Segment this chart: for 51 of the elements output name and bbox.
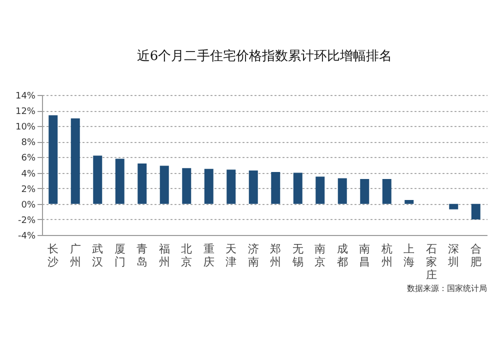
bar xyxy=(271,172,280,204)
bar xyxy=(226,170,236,204)
x-tick-label: 重庆 xyxy=(203,242,214,268)
bar xyxy=(449,204,458,210)
bar xyxy=(293,172,302,204)
x-tick-label: 北京 xyxy=(181,242,192,268)
x-tick-label: 南昌 xyxy=(359,242,370,268)
bar xyxy=(93,156,102,204)
bar xyxy=(338,178,347,204)
bar xyxy=(471,204,480,220)
bar xyxy=(48,115,58,204)
bar xyxy=(248,170,258,204)
x-tick-label: 无锡 xyxy=(291,242,304,268)
y-tick-label: 6% xyxy=(21,154,36,164)
x-tick-label: 厦门 xyxy=(114,242,126,268)
y-tick-label: 2% xyxy=(21,184,36,195)
bar xyxy=(382,179,392,204)
x-tick-label: 福州 xyxy=(158,242,170,268)
bar xyxy=(160,166,169,204)
bar xyxy=(360,179,370,204)
y-tick-label: 0% xyxy=(21,200,36,210)
x-tick-label: 天津 xyxy=(226,242,237,268)
x-tick-label: 郑州 xyxy=(270,242,282,268)
x-tick-label: 上海 xyxy=(404,242,415,268)
x-tick-label: 深圳 xyxy=(447,242,460,268)
x-tick-label: 杭州 xyxy=(380,242,392,268)
y-tick-label: 12% xyxy=(15,107,36,118)
x-tick-label: 长沙 xyxy=(48,242,59,268)
y-tick-label: -4% xyxy=(18,232,36,242)
y-tick-label: 10% xyxy=(15,122,36,133)
x-tick-label: 济南 xyxy=(248,242,259,268)
x-tick-label: 合肥 xyxy=(470,242,482,268)
x-tick-label: 南京 xyxy=(314,242,326,268)
source-note: 数据来源：国家统计局 xyxy=(407,284,487,293)
x-tick-label: 石家庄 xyxy=(426,242,437,282)
bar xyxy=(138,163,147,204)
y-tick-label: 14% xyxy=(15,92,36,102)
x-tick-label: 成都 xyxy=(336,242,348,268)
x-tick-label: 武汉 xyxy=(92,242,104,268)
bar xyxy=(316,176,325,204)
chart-title: 近6个月二手住宅价格指数累计环比增幅排名 xyxy=(136,48,392,64)
x-tick-label: 青岛 xyxy=(136,242,148,268)
x-tick-label: 广州 xyxy=(70,242,81,268)
bar xyxy=(404,200,414,204)
bar xyxy=(182,168,192,204)
y-tick-label: -2% xyxy=(18,216,36,226)
y-tick-label: 4% xyxy=(21,169,36,180)
bar xyxy=(70,118,80,204)
bar xyxy=(115,158,124,204)
bar xyxy=(204,168,214,204)
y-tick-label: 8% xyxy=(21,138,36,148)
